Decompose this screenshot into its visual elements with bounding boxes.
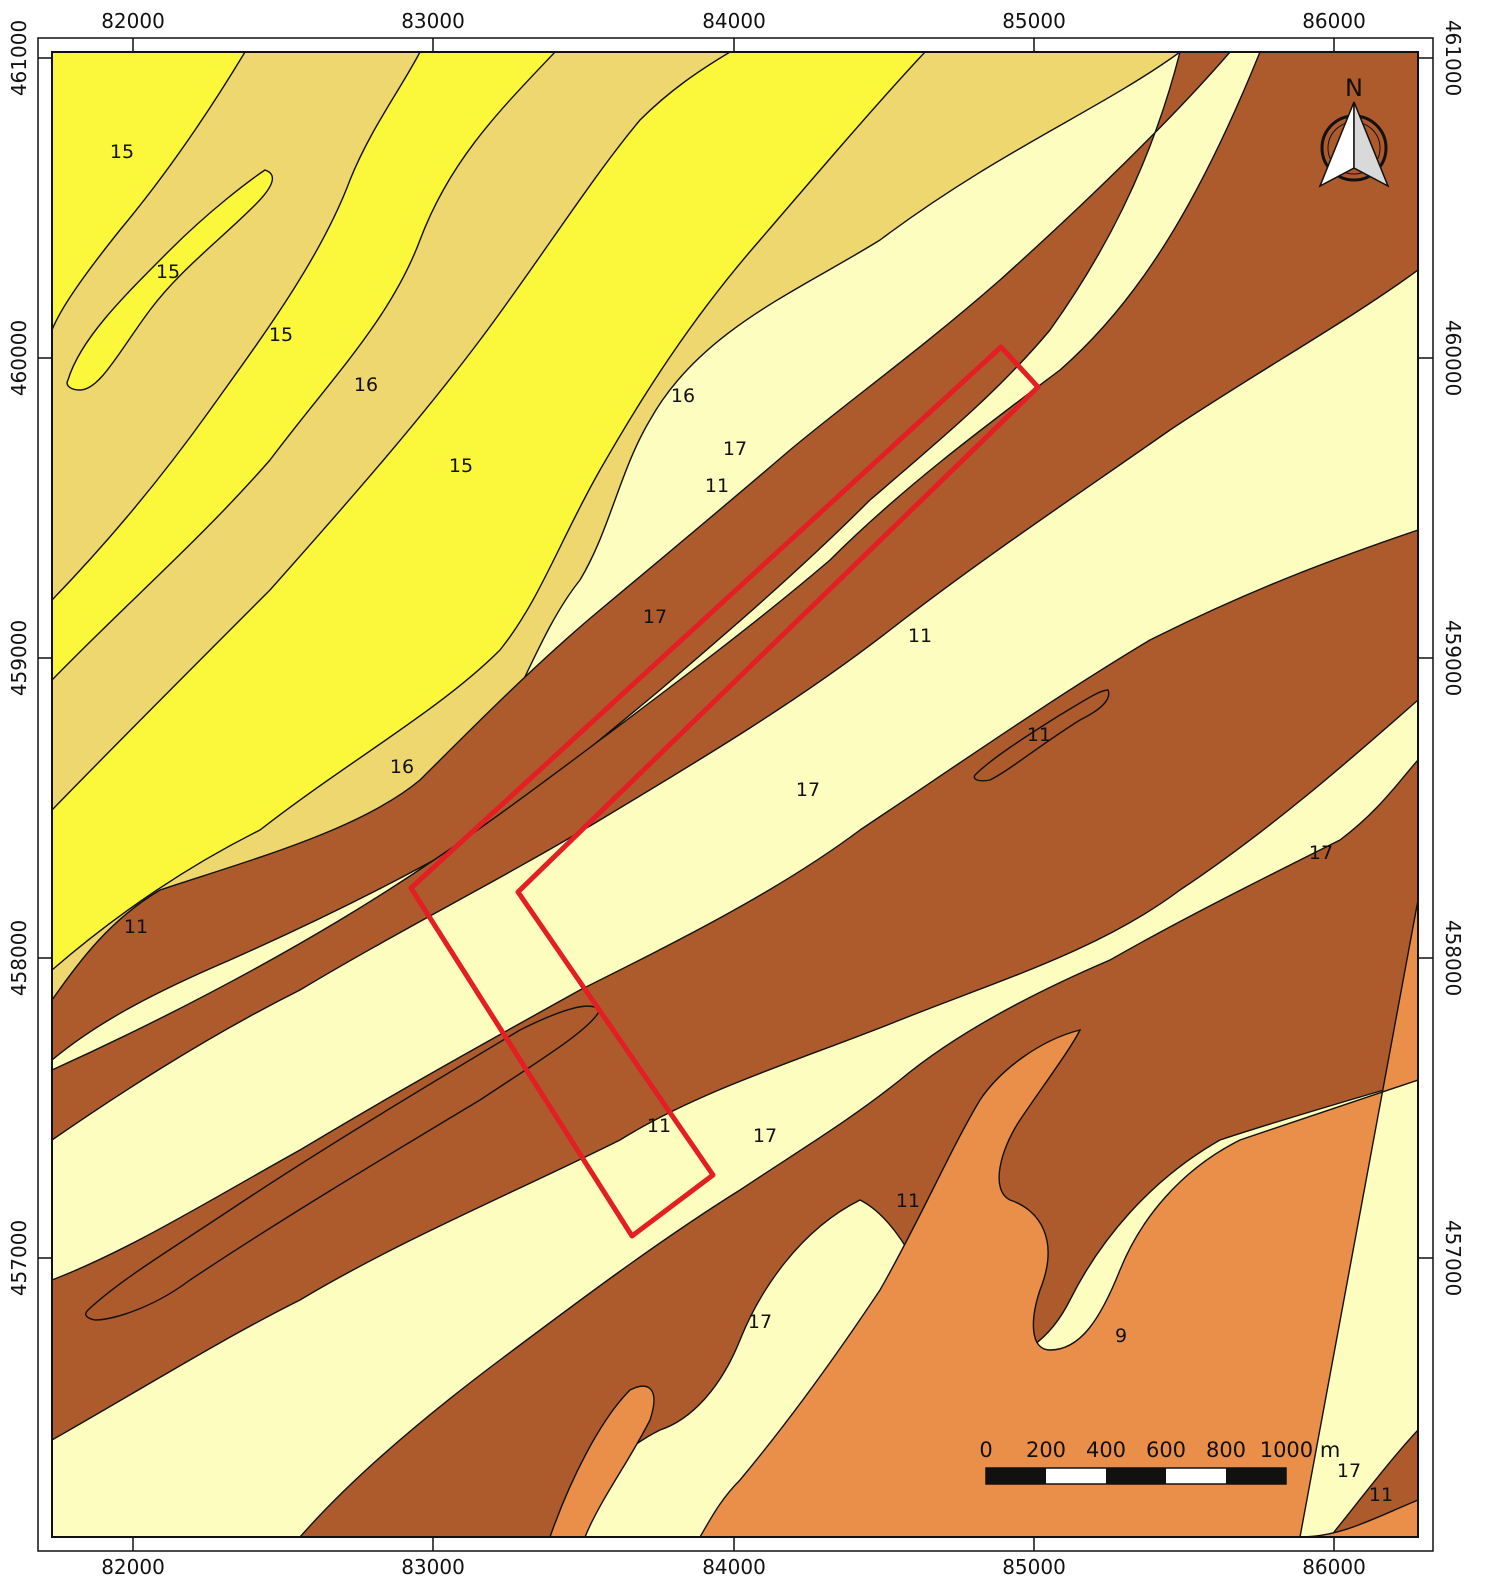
unit-label-17: 17 [723, 438, 747, 460]
unit-label-11: 11 [647, 1115, 671, 1137]
y-axis-right-labels: 461000 460000 459000 458000 457000 [1441, 20, 1465, 1296]
scale-label: 1000 m [1260, 1438, 1341, 1462]
geology-layers [52, 52, 1418, 1537]
unit-15-band-a [52, 52, 246, 331]
scale-label: 0 [979, 1438, 992, 1462]
unit-15-band-c [52, 52, 926, 971]
y-tick-left: 458000 [7, 920, 31, 996]
y-tick-right: 461000 [1441, 20, 1465, 96]
north-arrow: N [1318, 74, 1390, 188]
y-tick-left: 460000 [7, 320, 31, 396]
unit-15-lens [66, 169, 274, 391]
x-tick-bottom: 86000 [1302, 1555, 1366, 1579]
unit-label-16: 16 [390, 756, 414, 778]
scale-segment-black [1106, 1468, 1166, 1484]
tick-marks [38, 38, 1433, 1551]
x-tick-bottom: 85000 [1002, 1555, 1066, 1579]
x-tick-top: 84000 [702, 9, 766, 33]
x-tick-top: 86000 [1302, 9, 1366, 33]
unit-11-lens-west [85, 1005, 601, 1321]
north-arrow-label: N [1345, 74, 1363, 102]
unit-label-11: 11 [1027, 724, 1051, 746]
north-arrow-right-half [1353, 101, 1390, 188]
unit-label-17: 17 [1337, 1460, 1361, 1482]
unit-label-17: 17 [753, 1125, 777, 1147]
unit-label-11: 11 [1369, 1484, 1393, 1506]
unit-label-15: 15 [449, 455, 473, 477]
scale-segment-black [1226, 1468, 1286, 1484]
study-area-outline [408, 344, 1041, 1239]
unit-label-17: 17 [643, 606, 667, 628]
x-axis-top-labels: 82000 83000 84000 85000 86000 [101, 9, 1366, 33]
y-tick-left: 461000 [7, 20, 31, 96]
unit-label-15: 15 [156, 261, 180, 283]
scale-label: 400 [1086, 1438, 1126, 1462]
y-tick-left: 459000 [7, 620, 31, 696]
y-tick-right: 458000 [1441, 920, 1465, 996]
unit-label-11: 11 [124, 916, 148, 938]
unit-label-11: 11 [705, 475, 729, 497]
unit-11-band-1 [52, 52, 1231, 1061]
scale-segment-black [986, 1468, 1046, 1484]
y-axis-left-labels: 461000 460000 459000 458000 457000 [7, 20, 31, 1296]
y-tick-right: 460000 [1441, 320, 1465, 396]
unit-label-17: 17 [796, 779, 820, 801]
unit-11-lens [973, 689, 1110, 782]
unit-15-band-b [52, 52, 556, 682]
unit-label-11: 11 [908, 625, 932, 647]
scale-label: 800 [1206, 1438, 1246, 1462]
unit-9-area [699, 899, 1418, 1537]
x-tick-bottom: 82000 [101, 1555, 165, 1579]
unit-label-17: 17 [748, 1311, 772, 1333]
unit-label-17: 17 [1309, 842, 1333, 864]
map-frame-inner [51, 51, 1419, 1538]
scale-label: 600 [1146, 1438, 1186, 1462]
unit-label-15: 15 [269, 324, 293, 346]
unit-label-15: 15 [110, 141, 134, 163]
y-tick-right: 457000 [1441, 1220, 1465, 1296]
unit-9-small [549, 1385, 655, 1537]
x-tick-bottom: 84000 [702, 1555, 766, 1579]
scale-label: 200 [1026, 1438, 1066, 1462]
x-tick-top: 85000 [1002, 9, 1066, 33]
scale-bar: 0 200 400 600 800 1000 m [979, 1438, 1341, 1485]
x-axis-bottom-labels: 82000 83000 84000 85000 86000 [101, 1555, 1366, 1579]
x-tick-top: 83000 [401, 9, 465, 33]
y-tick-right: 459000 [1441, 620, 1465, 696]
unit-label-9: 9 [1115, 1325, 1127, 1347]
y-tick-left: 457000 [7, 1220, 31, 1296]
unit-labels: 15 15 15 16 15 16 17 11 17 11 11 16 17 17 11 11 17 11 17 9 1… [110, 141, 1393, 1506]
unit-label-16: 16 [354, 374, 378, 396]
unit-label-11: 11 [896, 1190, 920, 1212]
unit-label-16: 16 [671, 385, 695, 407]
unit-11-band-3 [52, 529, 1418, 1441]
x-tick-bottom: 83000 [401, 1555, 465, 1579]
x-tick-top: 82000 [101, 9, 165, 33]
